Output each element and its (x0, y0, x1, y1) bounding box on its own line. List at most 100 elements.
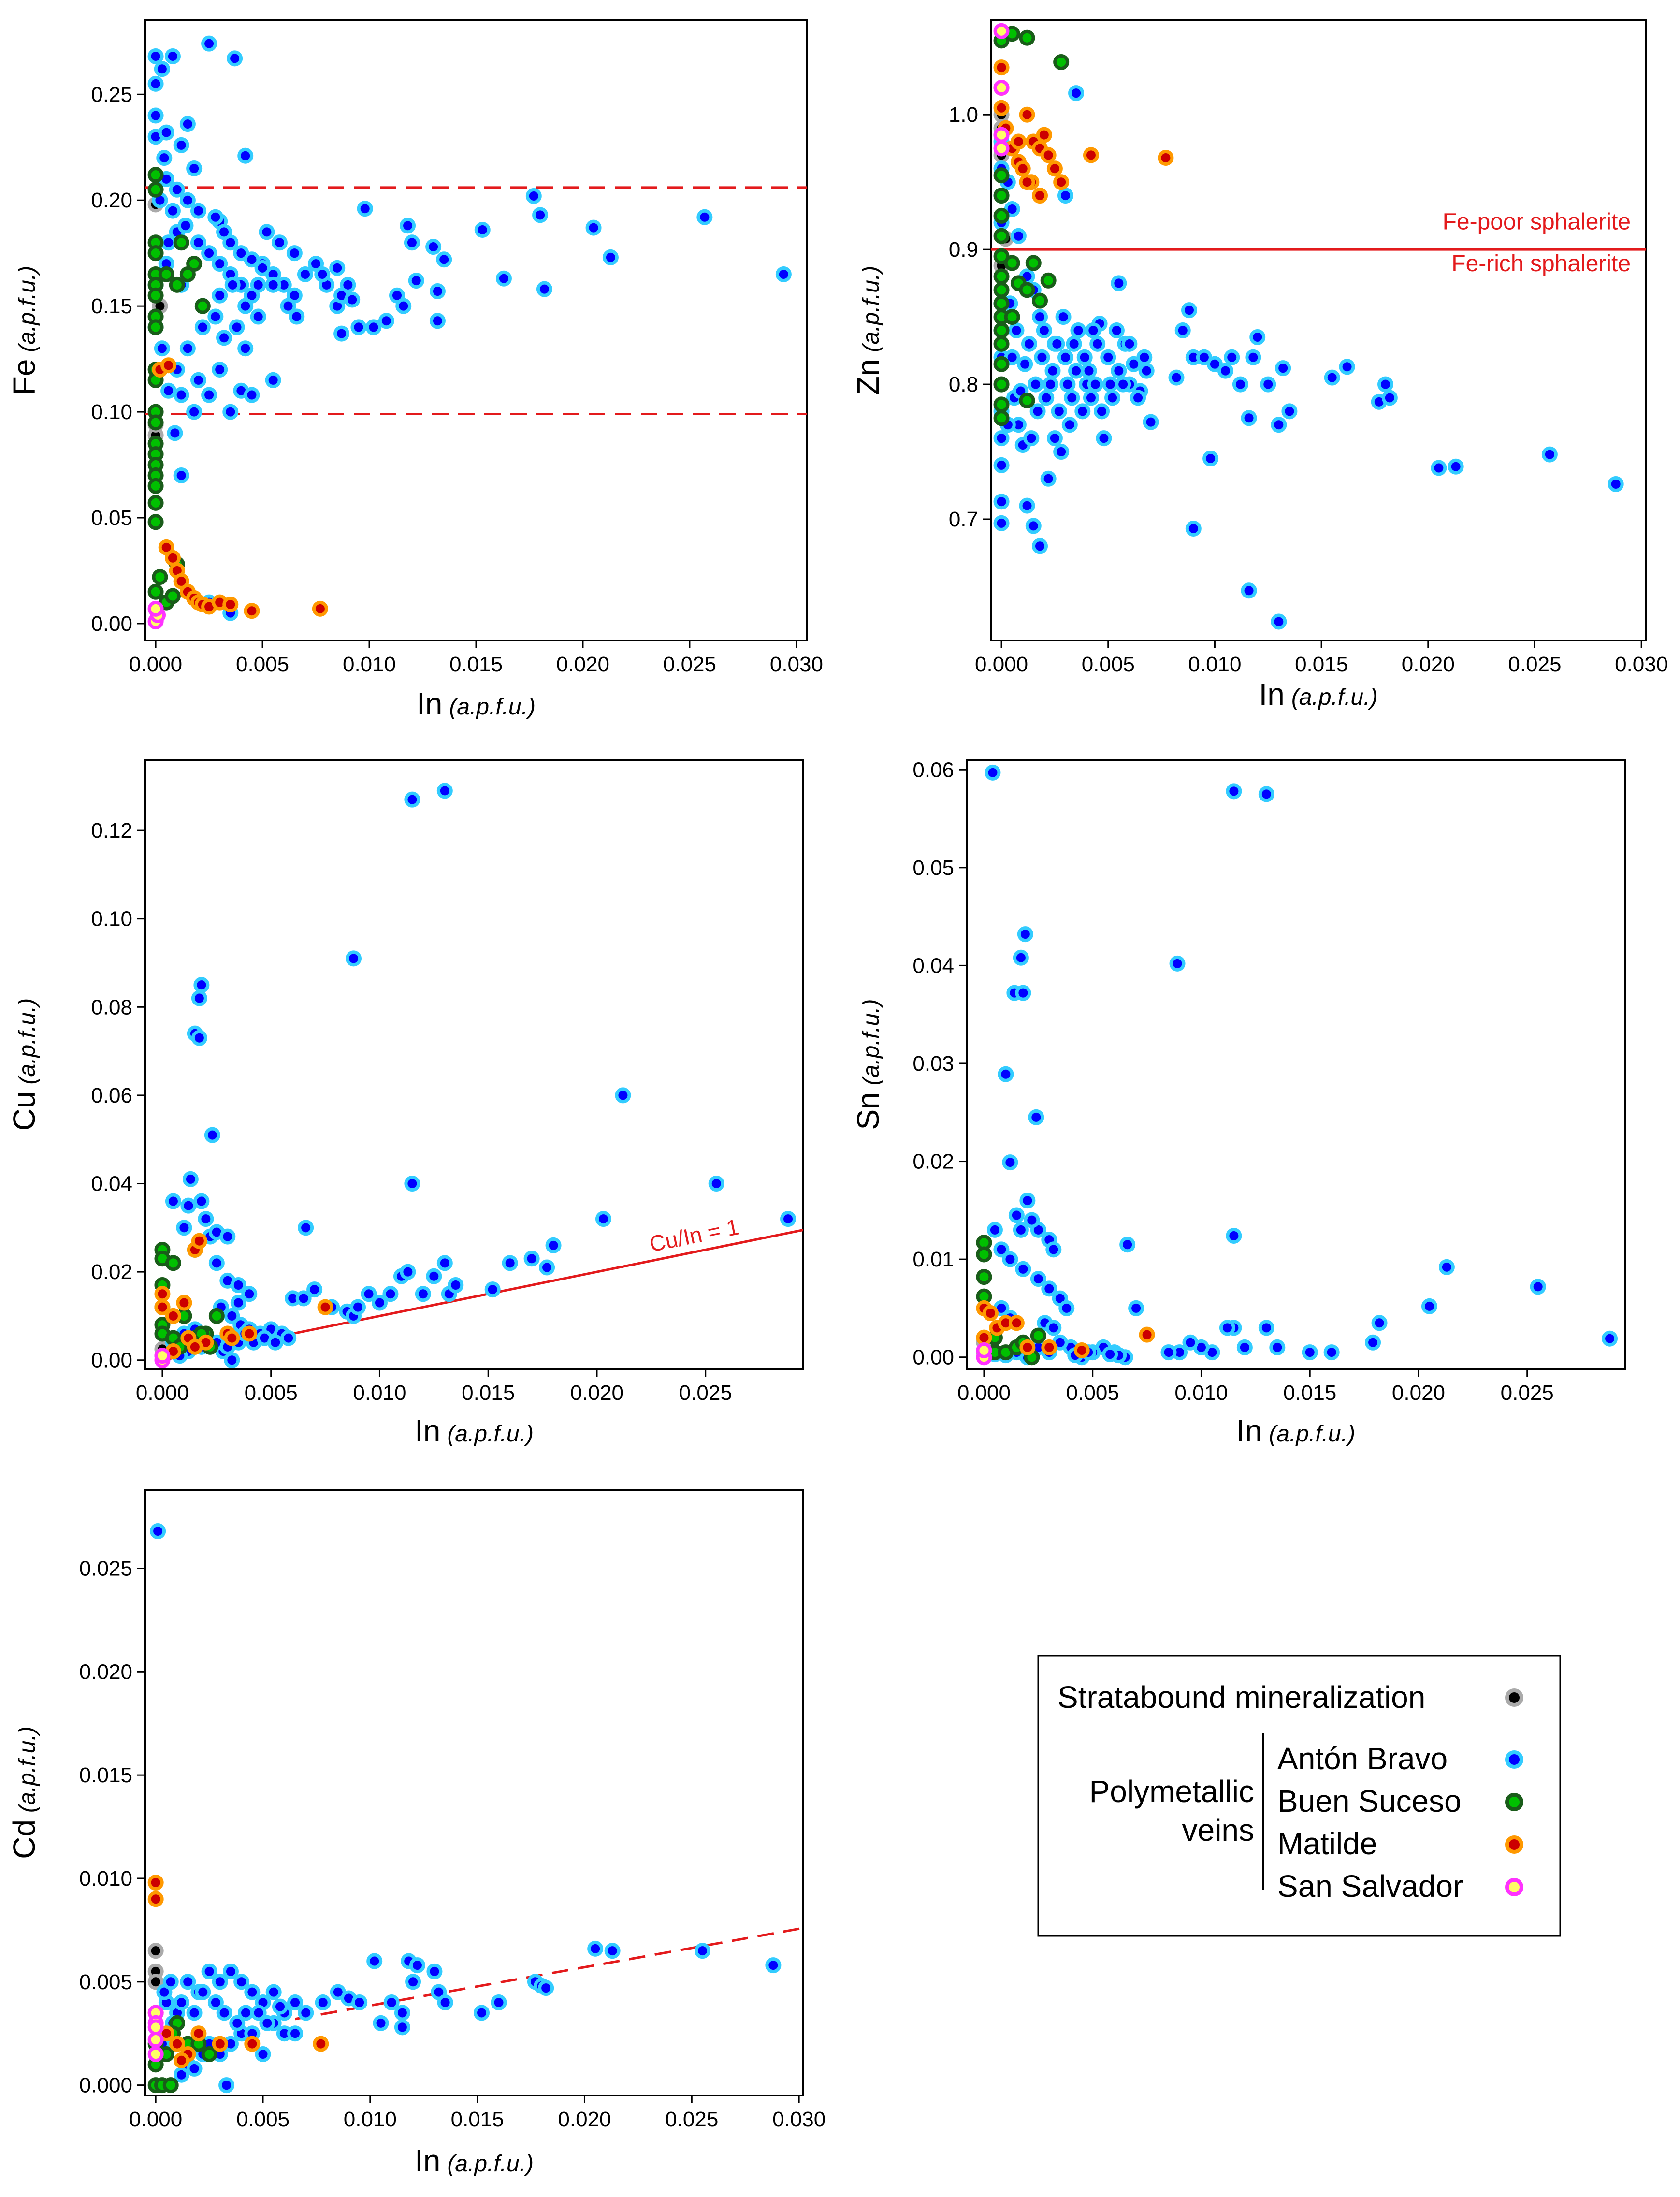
data-point-anton-bravo (250, 276, 266, 293)
data-point-anton-bravo (227, 50, 243, 67)
data-point-anton-bravo (1143, 414, 1159, 430)
data-point-matilde (1010, 133, 1027, 150)
data-point-anton-bravo (1015, 1261, 1031, 1277)
data-point-anton-bravo (361, 1286, 377, 1302)
x-tick-label: 0.020 (1392, 1381, 1445, 1405)
data-point-buen-suceso (993, 396, 1010, 413)
data-point-anton-bravo (429, 283, 446, 299)
data-point-buen-suceso (976, 1269, 992, 1285)
data-point-buen-suceso (201, 2046, 217, 2062)
data-point-anton-bravo (259, 224, 275, 240)
data-point-anton-bravo (394, 2005, 410, 2021)
data-point-anton-bravo (167, 425, 183, 441)
data-point-buen-suceso (147, 583, 164, 600)
data-point-anton-bravo (207, 209, 224, 225)
data-point-anton-bravo (993, 457, 1010, 473)
data-point-anton-bravo (1002, 1154, 1018, 1171)
data-point-matilde (313, 2036, 329, 2052)
data-point-anton-bravo (491, 1994, 507, 2011)
data-point-anton-bravo (160, 382, 177, 399)
data-point-anton-bravo (604, 1943, 621, 1959)
data-point-anton-bravo (357, 201, 373, 217)
data-point-anton-bravo (1371, 1315, 1388, 1331)
data-point-buen-suceso (993, 248, 1010, 264)
data-point-anton-bravo (1217, 363, 1234, 379)
legend-stratabound-label: Stratabound mineralization (1057, 1680, 1425, 1715)
x-tick-label: 0.030 (770, 653, 823, 676)
x-tick-label: 0.000 (129, 653, 182, 676)
data-point-buen-suceso (162, 2077, 179, 2094)
data-point-anton-bravo (1029, 403, 1046, 420)
data-point-anton-bravo (191, 990, 207, 1006)
data-point-buen-suceso (147, 181, 164, 198)
data-point-matilde (982, 1305, 999, 1322)
y-tick-label: 0.02 (91, 1260, 132, 1284)
data-point-anton-bravo (538, 1980, 554, 1996)
data-point-anton-bravo (233, 1974, 250, 1990)
legend-matilde-label: Matilde (1277, 1826, 1377, 1861)
data-point-buen-suceso (993, 376, 1010, 393)
data-point-anton-bravo (1448, 458, 1464, 475)
data-point-anton-bravo (436, 1255, 453, 1271)
data-point-anton-bravo (1032, 309, 1048, 325)
x-tick-label: 0.015 (1295, 653, 1348, 676)
data-point-anton-bravo (350, 319, 367, 335)
y-tick-label: 0.010 (79, 1867, 132, 1891)
data-point-anton-bravo (1224, 349, 1240, 365)
x-tick-label: 0.000 (975, 653, 1028, 676)
data-point-anton-bravo (1121, 335, 1138, 352)
data-point-anton-bravo (1130, 390, 1146, 406)
data-point-anton-bravo (1174, 322, 1191, 338)
data-point-anton-bravo (602, 249, 619, 265)
data-point-anton-bravo (1271, 613, 1287, 630)
data-point-anton-bravo (696, 209, 713, 225)
data-point-anton-bravo (212, 1974, 228, 1990)
data-point-anton-bravo (1058, 1300, 1075, 1316)
data-point-anton-bravo (237, 298, 254, 314)
data-point-anton-bravo (169, 181, 185, 198)
data-point-anton-bravo (1004, 349, 1020, 365)
data-point-anton-bravo (186, 2005, 203, 2021)
y-tick-label: 0.00 (91, 1349, 132, 1372)
data-point-anton-bravo (1096, 430, 1112, 447)
data-point-anton-bravo (265, 276, 281, 293)
data-point-anton-bravo (173, 387, 189, 403)
data-point-anton-bravo (429, 313, 446, 329)
data-point-anton-bravo (1269, 1339, 1286, 1355)
data-point-anton-bravo (271, 234, 288, 251)
x-tick-label: 0.015 (1283, 1381, 1336, 1405)
data-point-buen-suceso (993, 410, 1010, 426)
x-tick-label: 0.005 (245, 1381, 298, 1405)
data-point-anton-bravo (238, 2005, 254, 2021)
data-point-matilde (317, 1299, 333, 1315)
data-point-anton-bravo (1074, 403, 1091, 420)
data-point-anton-bravo (193, 977, 210, 993)
data-point-anton-bravo (400, 1264, 416, 1280)
data-point-anton-bravo (532, 207, 549, 223)
data-point-anton-bravo (1025, 518, 1042, 534)
data-point-anton-bravo (190, 372, 206, 388)
annotation-cu-in: Cu/In = 1 (647, 1214, 741, 1256)
data-point-buen-suceso (1019, 393, 1035, 409)
data-point-anton-bravo (173, 1994, 189, 2011)
data-point-anton-bravo (502, 1255, 518, 1271)
data-point-buen-suceso (147, 414, 164, 431)
x-tick-label: 0.015 (451, 2108, 504, 2131)
x-tick-label: 0.005 (1066, 1381, 1119, 1405)
data-point-anton-bravo (1024, 1212, 1040, 1228)
y-tick-label: 0.02 (912, 1150, 954, 1174)
y-tick-label: 0.12 (91, 819, 132, 843)
data-point-anton-bravo (1019, 1193, 1036, 1209)
data-point-anton-bravo (1182, 1334, 1199, 1351)
data-point-anton-bravo (775, 266, 792, 282)
legend-marker-matilde (1505, 1835, 1523, 1854)
data-point-anton-bravo (186, 404, 203, 420)
data-point-anton-bravo (436, 251, 452, 268)
data-point-matilde (244, 2036, 261, 2052)
data-point-anton-bravo (1365, 1334, 1381, 1351)
x-tick-label: 0.020 (556, 653, 609, 676)
data-point-anton-bravo (545, 1237, 562, 1253)
data-point-anton-bravo (180, 1974, 196, 1990)
data-point-anton-bravo (287, 2025, 304, 2042)
data-point-anton-bravo (244, 251, 260, 268)
